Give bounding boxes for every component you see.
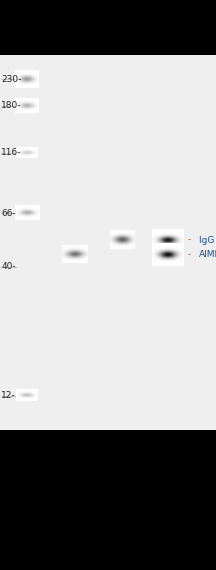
Text: -: - [188, 235, 191, 245]
Text: 116-: 116- [1, 148, 22, 157]
Text: -: - [188, 250, 191, 259]
Text: IgG HC: IgG HC [199, 235, 216, 245]
Text: 180-: 180- [1, 101, 22, 110]
Text: 66-: 66- [1, 209, 16, 218]
Text: 40-: 40- [1, 262, 16, 271]
Text: 12-: 12- [1, 391, 16, 400]
Text: 230-: 230- [1, 75, 21, 84]
Bar [0, 55, 216, 430]
Text: AIMP1: AIMP1 [199, 250, 216, 259]
